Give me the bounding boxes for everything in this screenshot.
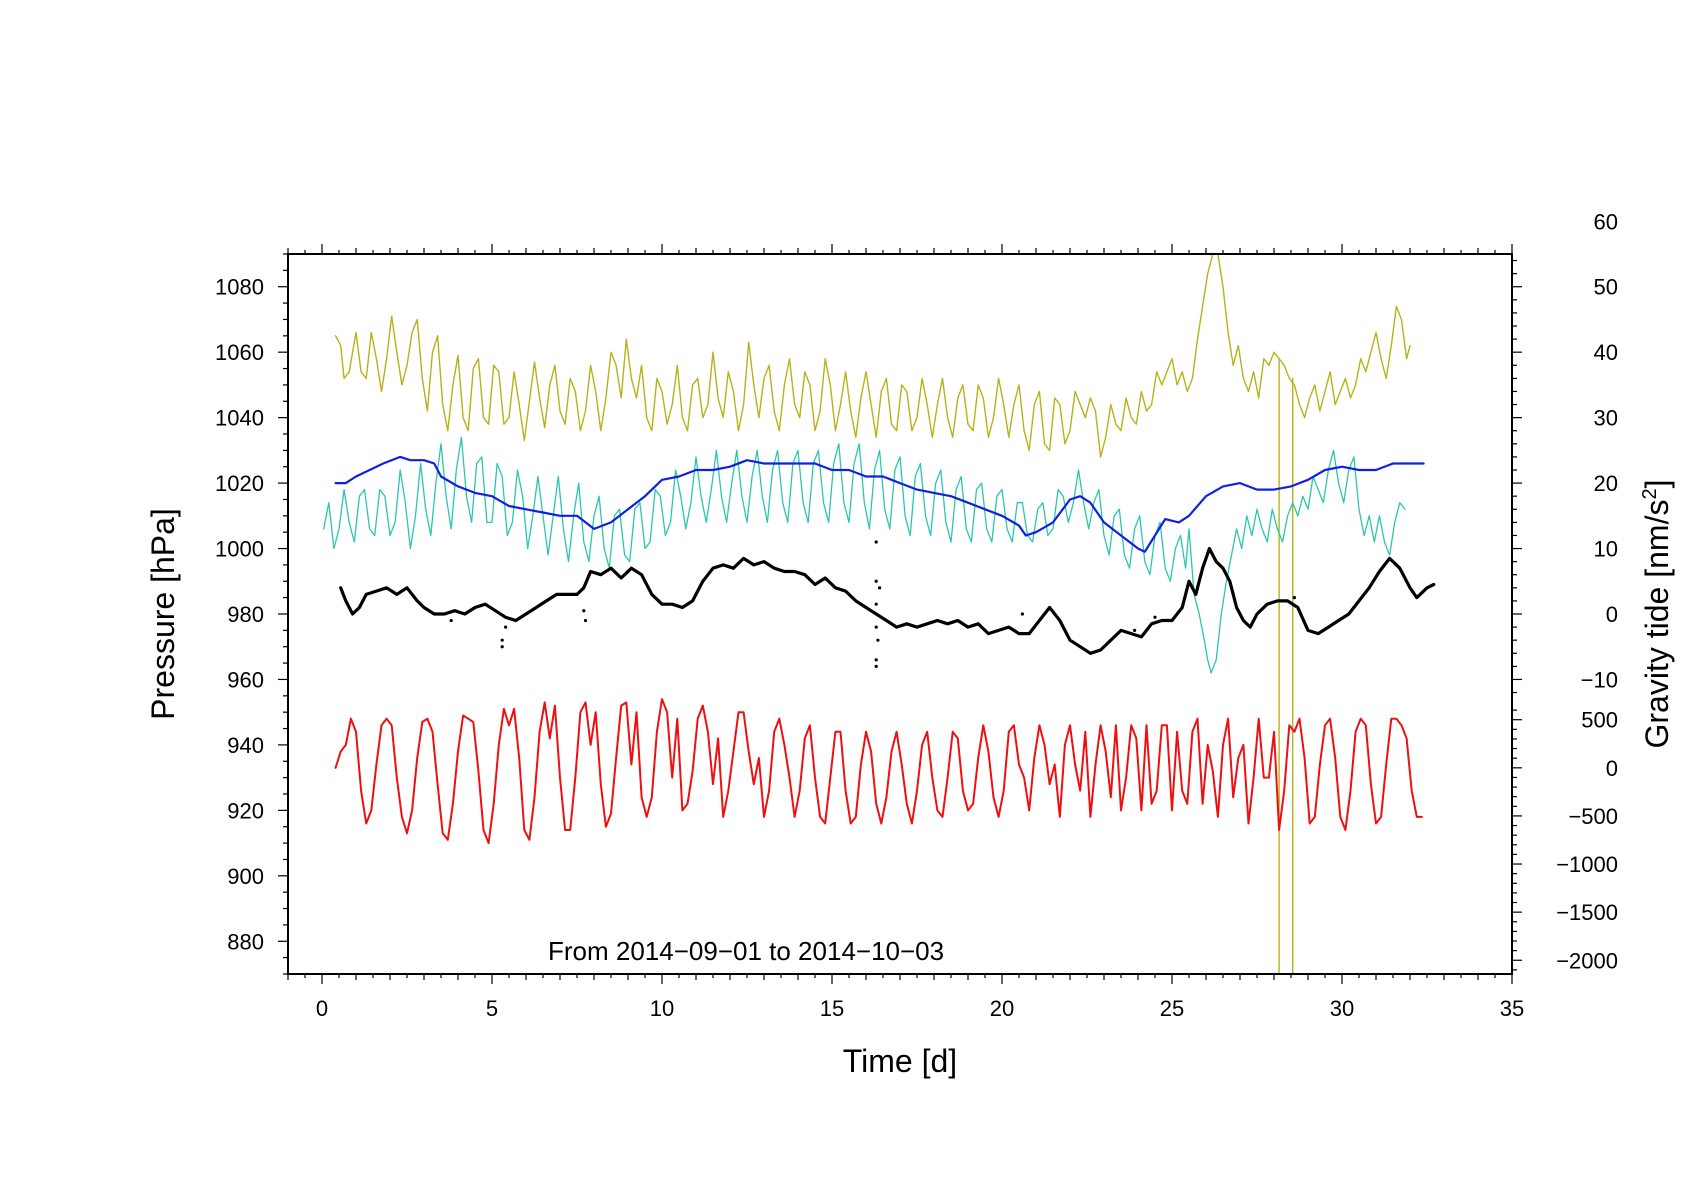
- right-tick-label: 40: [1594, 340, 1618, 365]
- right-axis-ticks: −10 0 10 20 30 40 50 60 −2000 −1500 −1000 −500 0 500: [1512, 209, 1618, 973]
- x-tick-label: 25: [1160, 996, 1184, 1021]
- x-tick-label: 10: [650, 996, 674, 1021]
- outlier-point: [449, 618, 453, 623]
- x-axis-ticks: 0 5 10 15 20 25 30 35: [287, 244, 1524, 1021]
- x-tick-label: 5: [486, 996, 498, 1021]
- right-tick-label: −10: [1581, 667, 1618, 692]
- right-tick-label: 10: [1594, 537, 1618, 562]
- right-axis-title-main: Gravity tide [nm/s: [1639, 500, 1675, 749]
- left-tick-label: 980: [227, 602, 264, 627]
- right-tick-label: 60: [1594, 209, 1618, 234]
- right-tick-label: −1000: [1556, 852, 1618, 877]
- x-tick-label: 20: [990, 996, 1014, 1021]
- right-axis-title-superscript: 2: [1639, 488, 1661, 499]
- outlier-point: [874, 658, 878, 662]
- left-tick-label: 1080: [215, 275, 264, 300]
- left-tick-label: 1000: [215, 537, 264, 562]
- outlier-point: [876, 638, 880, 642]
- left-tick-label: 960: [227, 667, 264, 692]
- right-tick-label: 50: [1594, 275, 1618, 300]
- outlier-point: [874, 625, 878, 629]
- x-tick-label: 35: [1500, 996, 1524, 1021]
- series-observed-pressure-black: [339, 546, 1436, 655]
- outlier-point: [1153, 615, 1157, 619]
- outlier-point: [583, 618, 588, 623]
- outlier-point: [582, 609, 586, 613]
- right-tick-label: 20: [1594, 471, 1618, 496]
- outlier-point: [1020, 612, 1024, 616]
- outlier-point: [500, 638, 504, 642]
- series-model-blue: [334, 455, 1425, 553]
- left-tick-label: 880: [227, 929, 264, 954]
- left-tick-label: 1060: [215, 340, 264, 365]
- date-range-annotation: From 2014−09−01 to 2014−10−03: [548, 936, 944, 966]
- outlier-point: [504, 625, 508, 629]
- left-axis-title: Pressure [hPa]: [145, 508, 181, 720]
- right-tick-label: 0: [1606, 756, 1618, 781]
- x-tick-label: 15: [820, 996, 844, 1021]
- left-tick-label: 1020: [215, 471, 264, 496]
- right-tick-label: −2000: [1556, 948, 1618, 973]
- series-layer: [323, 253, 1436, 975]
- left-axis-ticks: 880 900 920 940 960 980 1000 1020 1040 1060 1080: [215, 253, 288, 975]
- right-axis-title-end: ]: [1639, 480, 1675, 489]
- outlier-point: [657, 599, 661, 603]
- series-tide-red: [334, 698, 1423, 845]
- right-tick-label: 500: [1581, 708, 1618, 733]
- outlier-point: [878, 586, 882, 590]
- outlier-point: [874, 540, 878, 544]
- left-tick-label: 920: [227, 798, 264, 823]
- x-axis-title: Time [d]: [843, 1043, 957, 1079]
- right-tick-label: 30: [1594, 406, 1618, 431]
- x-tick-label: 30: [1330, 996, 1354, 1021]
- left-tick-label: 900: [227, 864, 264, 889]
- outlier-point: [874, 602, 878, 606]
- outlier-point: [874, 664, 878, 668]
- outlier-point: [874, 579, 878, 583]
- right-tick-label: −500: [1568, 804, 1618, 829]
- right-tick-label: −1500: [1556, 900, 1618, 925]
- right-axis-title: Gravity tide [nm/s2]: [1639, 480, 1675, 749]
- series-gravity-cyan: [323, 436, 1406, 674]
- outlier-point: [1292, 596, 1296, 600]
- outlier-layer: [449, 540, 1296, 668]
- outlier-point: [500, 645, 504, 649]
- left-tick-label: 1040: [215, 406, 264, 431]
- outlier-point: [1133, 628, 1137, 632]
- series-residual-olive: [334, 253, 1411, 458]
- x-tick-label: 0: [316, 996, 328, 1021]
- left-tick-label: 940: [227, 733, 264, 758]
- right-tick-label: 0: [1606, 602, 1618, 627]
